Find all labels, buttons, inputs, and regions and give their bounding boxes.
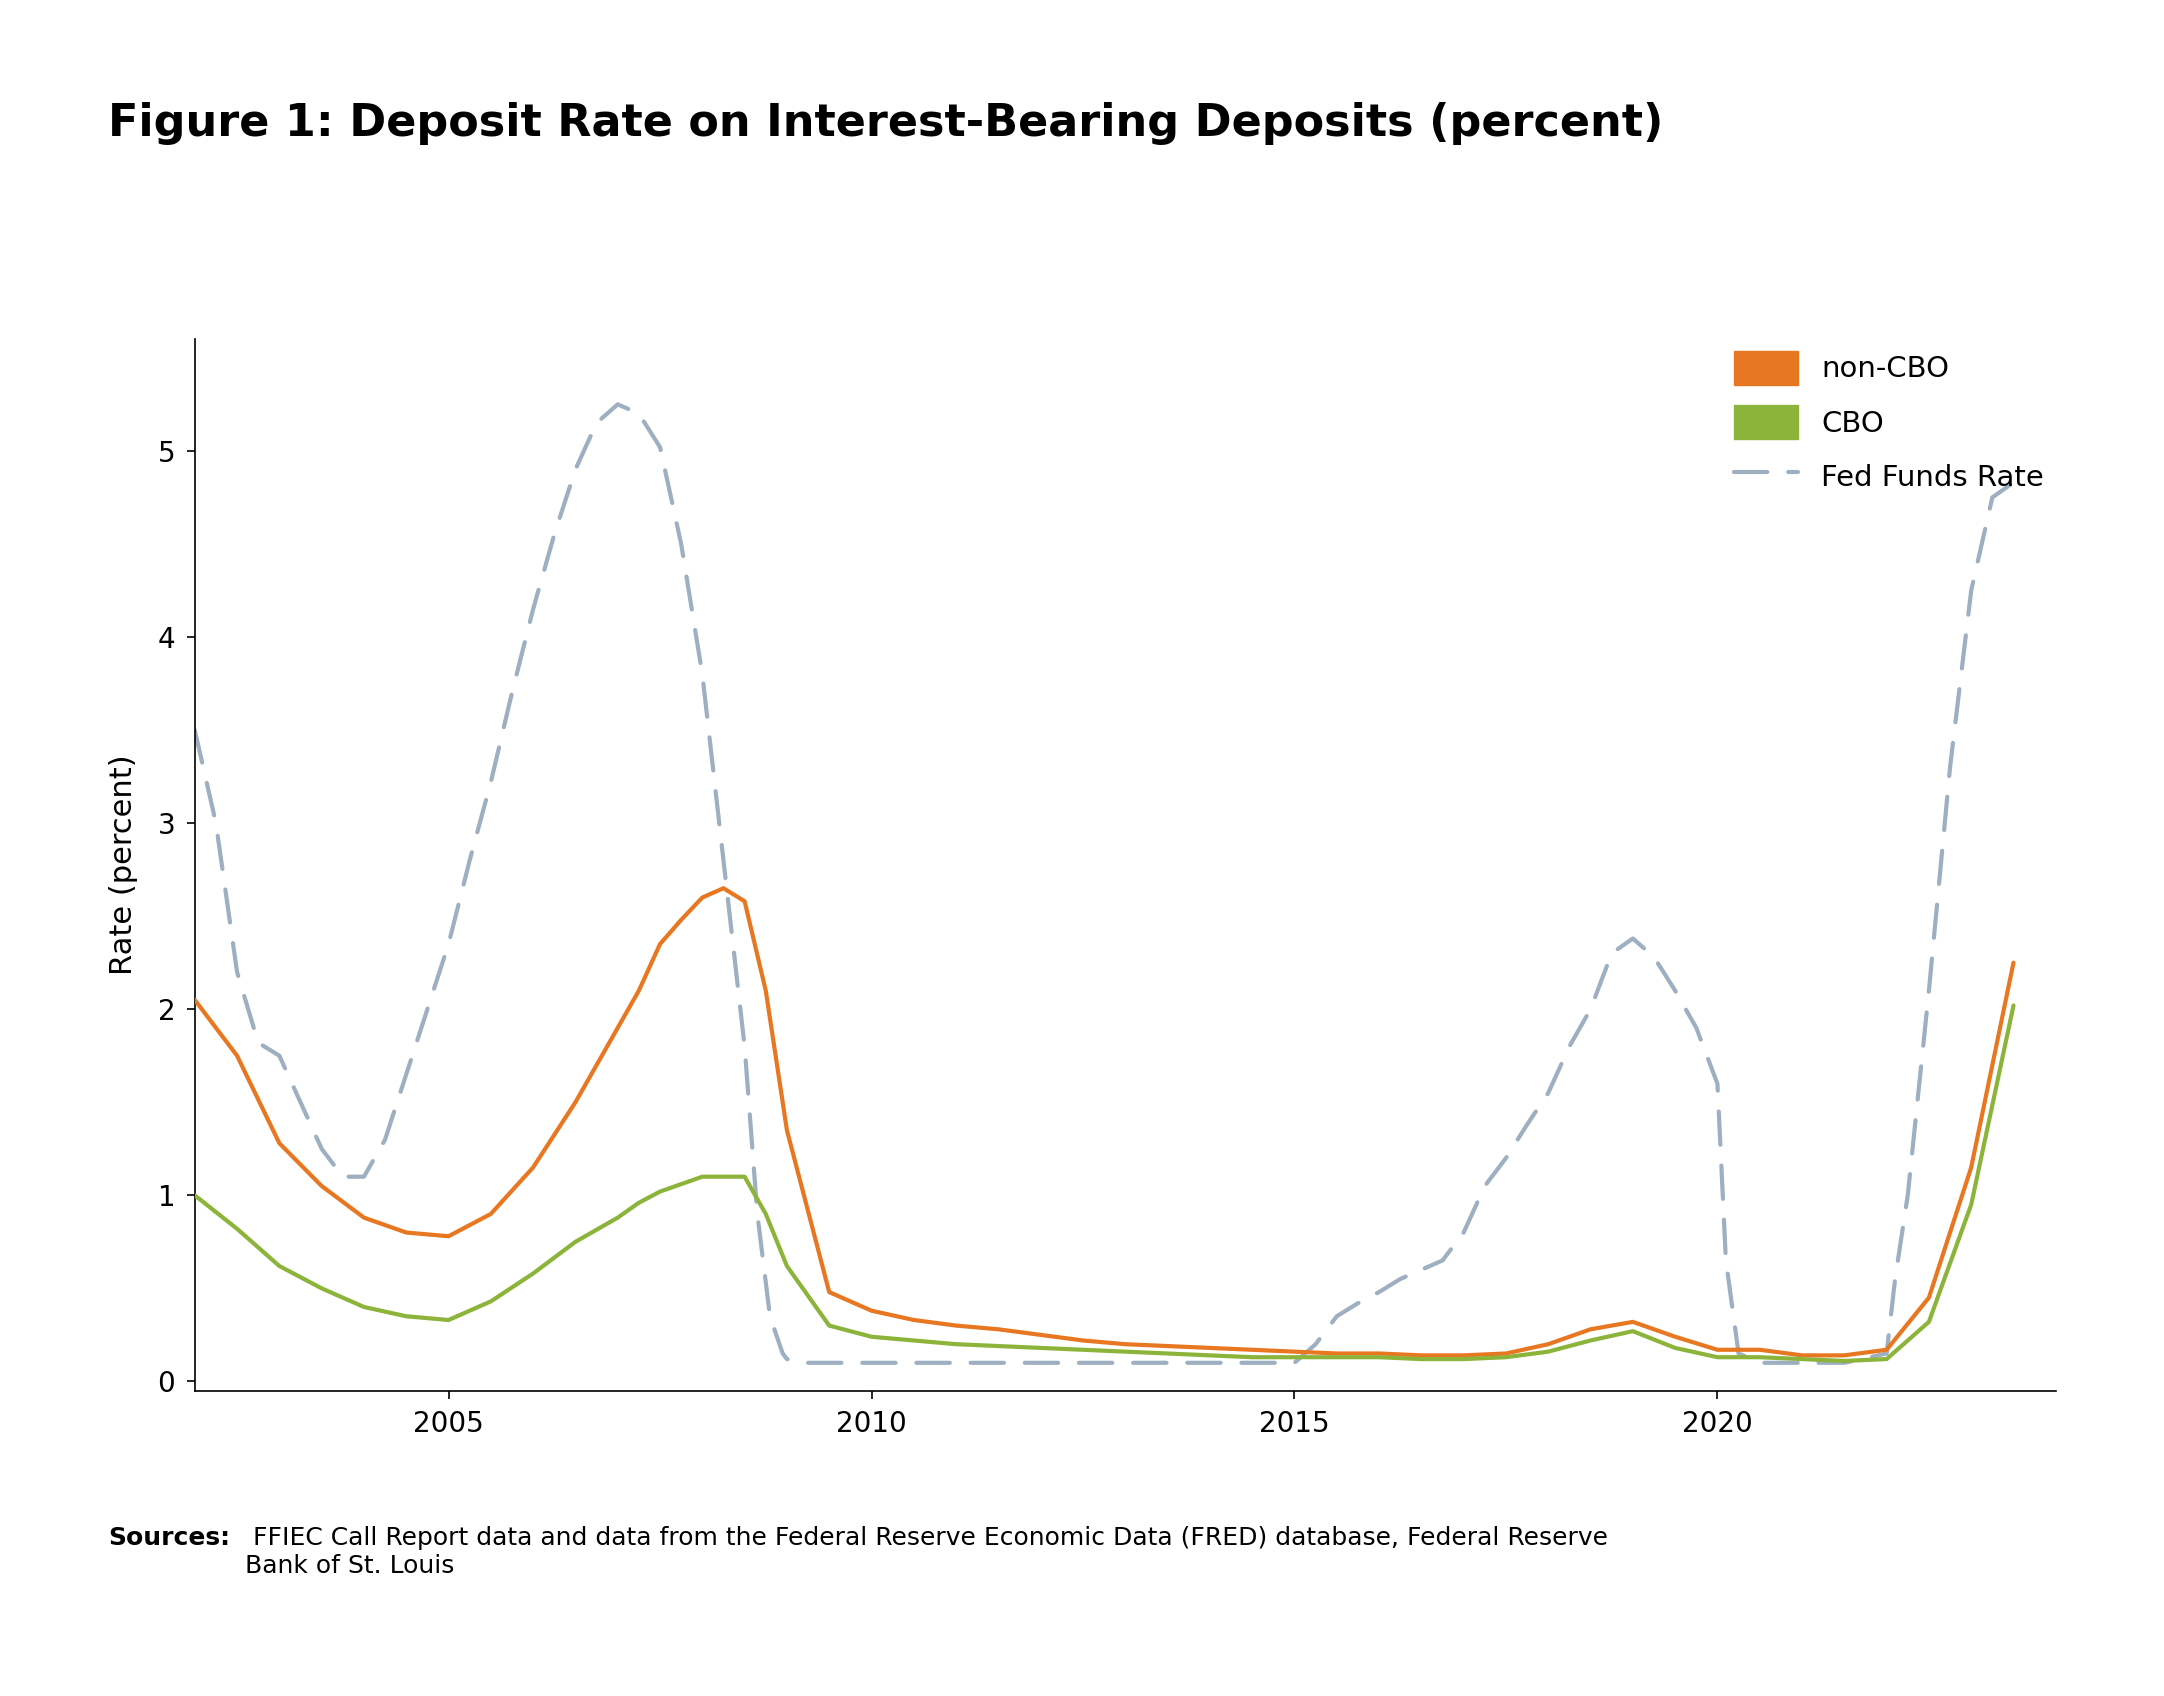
Text: Sources:: Sources: — [108, 1526, 229, 1550]
Text: FFIEC Call Report data and data from the Federal Reserve Economic Data (FRED) da: FFIEC Call Report data and data from the… — [245, 1526, 1608, 1579]
Text: Figure 1: Deposit Rate on Interest-Bearing Deposits (percent): Figure 1: Deposit Rate on Interest-Beari… — [108, 102, 1664, 144]
Legend: non-CBO, CBO, Fed Funds Rate: non-CBO, CBO, Fed Funds Rate — [1723, 339, 2056, 504]
Y-axis label: Rate (percent): Rate (percent) — [108, 755, 138, 975]
